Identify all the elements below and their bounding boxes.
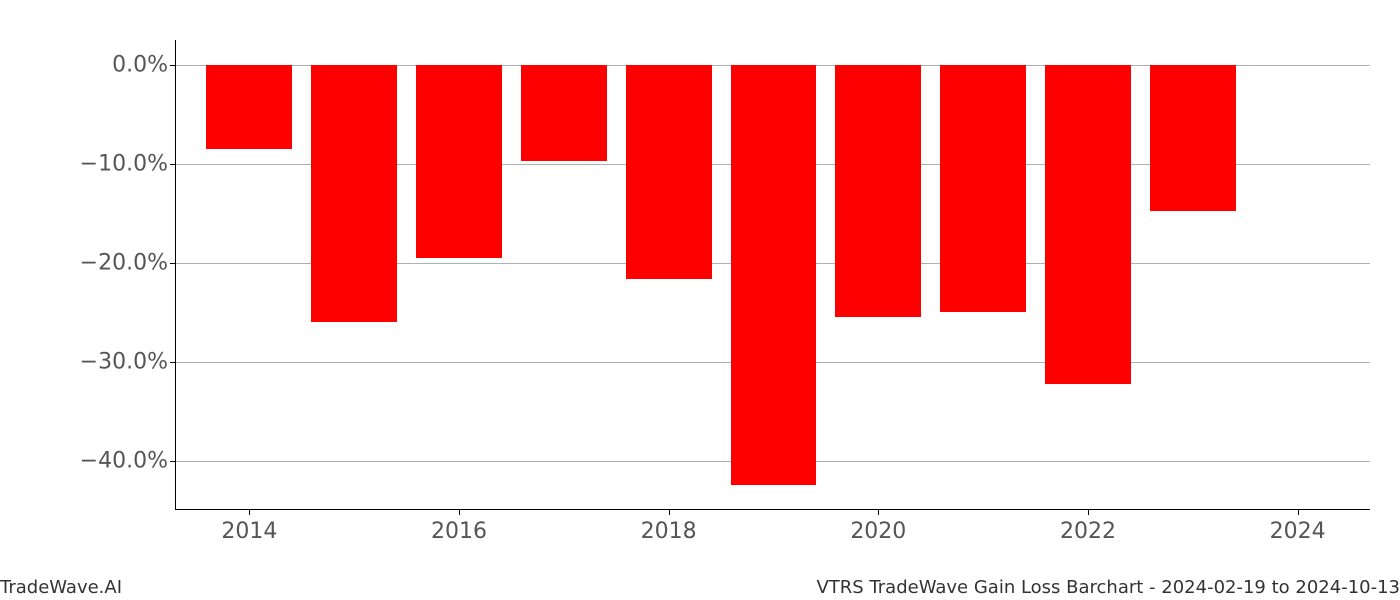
- xtick-label: 2024: [1270, 509, 1326, 544]
- bar: [1150, 65, 1236, 211]
- footer-left-text: TradeWave.AI: [0, 577, 122, 598]
- ytick-label: −40.0%: [80, 448, 176, 473]
- ytick-label: −30.0%: [80, 349, 176, 374]
- bar: [311, 65, 397, 322]
- ytick-label: −20.0%: [80, 250, 176, 275]
- chart-stage: 0.0% −10.0% −20.0% −30.0% −40.0% 2014 2016 2018…: [0, 0, 1400, 600]
- bar: [206, 65, 292, 149]
- xtick-label: 2016: [431, 509, 487, 544]
- xtick-label: 2014: [221, 509, 277, 544]
- ytick-label: −10.0%: [80, 151, 176, 176]
- xtick-label: 2022: [1060, 509, 1116, 544]
- xtick-label: 2020: [850, 509, 906, 544]
- bar: [835, 65, 921, 317]
- bar: [626, 65, 712, 280]
- bar: [731, 65, 817, 486]
- plot-area: 0.0%−10.0%−20.0%−30.0%−40.0%201420162018…: [175, 40, 1370, 510]
- bar: [940, 65, 1026, 312]
- bar: [1045, 65, 1131, 385]
- bar: [416, 65, 502, 258]
- bar: [521, 65, 607, 161]
- xtick-label: 2018: [641, 509, 697, 544]
- ytick-label: 0.0%: [112, 52, 176, 77]
- footer-right-text: VTRS TradeWave Gain Loss Barchart - 2024…: [816, 577, 1400, 598]
